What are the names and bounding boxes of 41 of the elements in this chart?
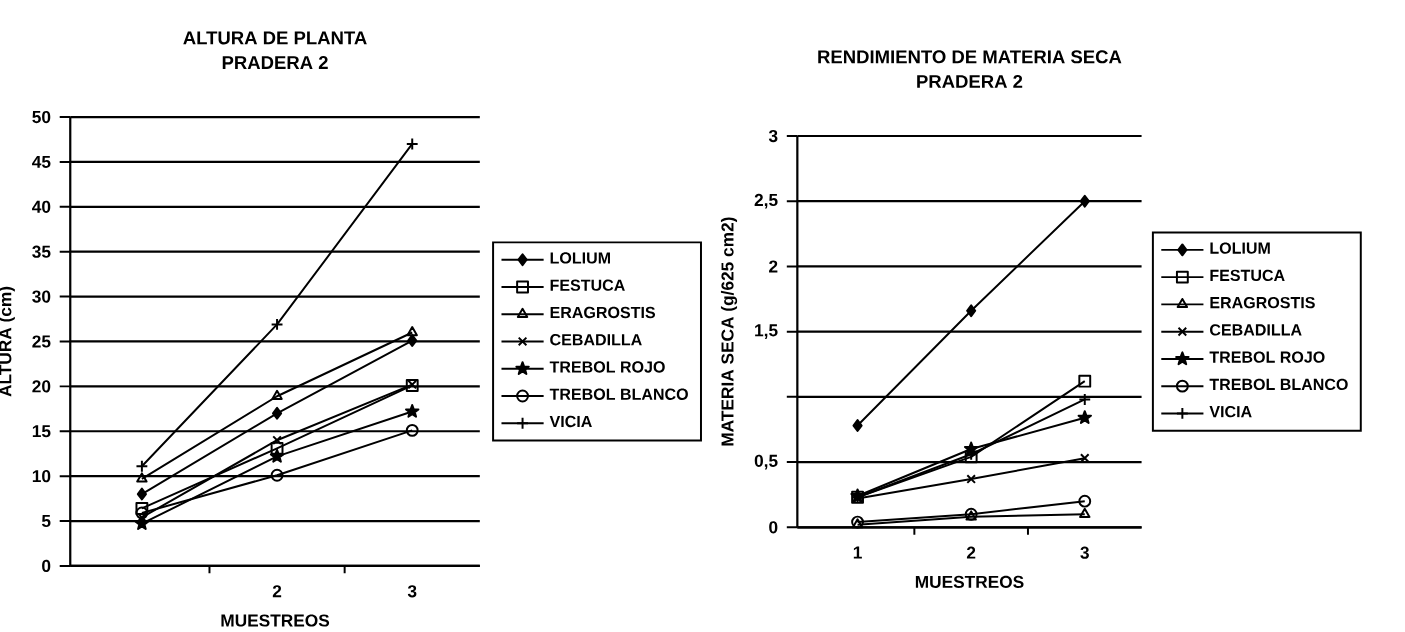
y-tick-label: 45 xyxy=(32,155,51,168)
y-tick-label: 10 xyxy=(32,470,51,483)
chart-title: ALTURA DE PLANTA xyxy=(183,31,367,45)
y-tick-label: 0 xyxy=(769,521,778,534)
y-tick-label: 2 xyxy=(769,260,778,273)
legend-label: FESTUCA xyxy=(550,279,625,291)
y-tick-label: 2,5 xyxy=(754,193,778,209)
chart-subtitle: PRADERA 2 xyxy=(222,55,328,69)
y-tick-label: 1,5 xyxy=(755,324,778,339)
legend-label: CEBADILLA xyxy=(1210,324,1302,336)
y-axis-title: MATERIA SECA (g/625 cm2) xyxy=(720,217,738,446)
x-tick-label: 2 xyxy=(966,546,976,559)
legend-label: LOLIUM xyxy=(550,252,610,264)
y-tick-label: 5 xyxy=(41,515,51,528)
legend-label: ERAGROSTIS xyxy=(1210,296,1315,309)
legend-label: TREBOL ROJO xyxy=(1209,351,1325,363)
y-tick-label: 15 xyxy=(32,425,51,438)
y-tick-label: 40 xyxy=(32,200,51,213)
y-tick-label: 0 xyxy=(42,559,51,573)
y-tick-label: 20 xyxy=(32,380,51,393)
legend-label: VICIA xyxy=(549,415,592,428)
legend-label: TREBOL BLANCO xyxy=(549,388,688,400)
y-tick-label: 3 xyxy=(768,129,778,143)
legend-label: FESTUCA xyxy=(1210,269,1285,282)
y-tick-label: 25 xyxy=(32,335,51,348)
y-tick-label: 0,5 xyxy=(754,454,778,470)
y-tick-label: 35 xyxy=(32,245,51,258)
legend-label: TREBOL ROJO xyxy=(549,361,665,373)
legend-label: VICIA xyxy=(1209,405,1252,418)
y-tick-label: 50 xyxy=(32,110,51,124)
legend-label: ERAGROSTIS xyxy=(550,306,656,319)
chart-subtitle: PRADERA 2 xyxy=(917,74,1023,88)
x-tick-label: 3 xyxy=(1080,546,1089,559)
legend-label: LOLIUM xyxy=(1210,242,1270,254)
y-tick-label: 30 xyxy=(32,290,51,303)
legend-label: CEBADILLA xyxy=(550,334,642,346)
x-axis-title: MUESTREOS xyxy=(915,575,1024,588)
x-tick-label: 1 xyxy=(853,546,862,559)
legend-label: TREBOL BLANCO xyxy=(1209,378,1348,391)
x-axis-title: MUESTREOS xyxy=(221,614,330,627)
chart-title: RENDIMIENTO DE MATERIA SECA xyxy=(818,50,1122,64)
